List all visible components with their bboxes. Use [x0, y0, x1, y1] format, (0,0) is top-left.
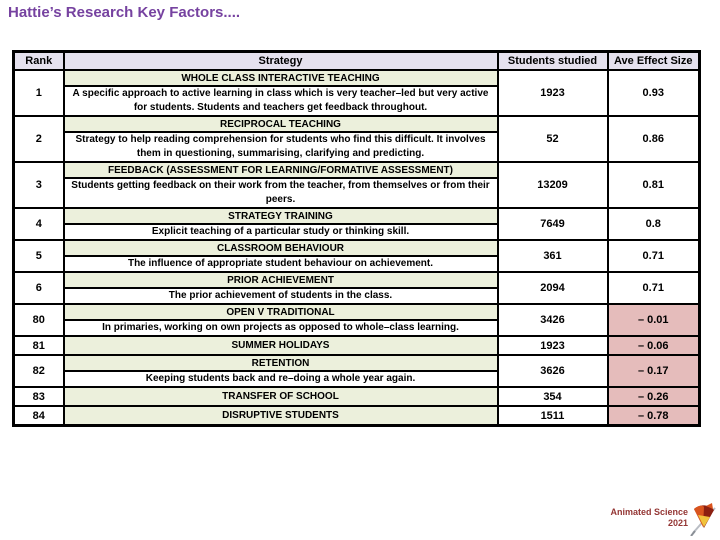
effect-cell: 0.86 [606, 115, 701, 163]
rank-cell: 2 [12, 115, 65, 163]
column-header-effect: Ave Effect Size [606, 50, 701, 71]
strategy-name-cell: FEEDBACK (ASSESSMENT FOR LEARNING/FORMAT… [62, 161, 499, 179]
rank-cell: 81 [12, 335, 65, 356]
students-cell: 1923 [496, 335, 609, 356]
effect-cell: – 0.01 [606, 303, 701, 337]
effect-cell: – 0.06 [606, 335, 701, 356]
table-row: 4 STRATEGY TRAINING 7649 0.8 [12, 207, 701, 241]
effect-cell: – 0.17 [606, 354, 701, 388]
table-row-description: Students getting feedback on their work … [14, 177, 700, 209]
table-row: 3 FEEDBACK (ASSESSMENT FOR LEARNING/FORMA… [12, 161, 701, 209]
table-row-description: Keeping students back and re–doing a who… [14, 370, 700, 388]
table-row-description: Explicit teaching of a particular study … [14, 223, 700, 241]
table-row: 2 RECIPROCAL TEACHING 52 0.86 [12, 115, 701, 163]
rank-cell: 1 [12, 69, 65, 117]
strategy-description-cell: The prior achievement of students in the… [62, 287, 499, 305]
factors-table-body: 1 WHOLE CLASS INTERACTIVE TEACHING 1923 0.9… [12, 69, 701, 427]
effect-cell: 0.8 [606, 207, 701, 241]
strategy-name-cell: DISRUPTIVE STUDENTS [62, 405, 499, 427]
students-cell: 1923 [496, 69, 609, 117]
strategy-name-cell: RETENTION [62, 354, 499, 372]
strategy-name-cell: OPEN V TRADITIONAL [62, 303, 499, 321]
students-cell: 1511 [496, 405, 609, 427]
rank-cell: 6 [12, 271, 65, 305]
table-row: 1 WHOLE CLASS INTERACTIVE TEACHING 1923 0.9… [12, 69, 701, 117]
strategy-name-cell: TRANSFER OF SCHOOL [62, 386, 499, 407]
table-row: 83 TRANSFER OF SCHOOL 354– 0.26 [12, 386, 701, 407]
strategy-name-cell: STRATEGY TRAINING [62, 207, 499, 225]
strategy-name-cell: SUMMER HOLIDAYS [62, 335, 499, 356]
students-cell: 3426 [496, 303, 609, 337]
footer-credit: Animated Science 2021 [610, 500, 717, 536]
footer-text: Animated Science 2021 [610, 507, 688, 529]
rank-cell: 5 [12, 239, 65, 273]
column-header-strategy: Strategy [62, 50, 499, 71]
column-header-students: Students studied [496, 50, 609, 71]
effect-cell: 0.93 [606, 69, 701, 117]
students-cell: 13209 [496, 161, 609, 209]
effect-cell: – 0.78 [606, 405, 701, 427]
strategy-name-cell: CLASSROOM BEHAVIOUR [62, 239, 499, 257]
rank-cell: 83 [12, 386, 65, 407]
table-row: 80 OPEN V TRADITIONAL 3426– 0.01 [12, 303, 701, 337]
students-cell: 354 [496, 386, 609, 407]
footer-line1: Animated Science [610, 507, 688, 517]
strategy-name-cell: PRIOR ACHIEVEMENT [62, 271, 499, 289]
table-row-description: The influence of appropriate student beh… [14, 255, 700, 273]
table-row: 82 RETENTION 3626– 0.17 [12, 354, 701, 388]
table-row-description: Strategy to help reading comprehension f… [14, 131, 700, 163]
rank-cell: 82 [12, 354, 65, 388]
effect-cell: 0.81 [606, 161, 701, 209]
column-header-rank: Rank [12, 50, 65, 71]
page-title: Hattie’s Research Key Factors.... [8, 4, 241, 21]
table-row: 84 DISRUPTIVE STUDENTS 1511– 0.78 [12, 405, 701, 427]
footer-line2: 2021 [667, 518, 688, 528]
table-row-description: In primaries, working on own projects as… [14, 319, 700, 337]
table-row: 5 CLASSROOM BEHAVIOUR 361 0.71 [12, 239, 701, 273]
table-row: 81 SUMMER HOLIDAYS 1923– 0.06 [12, 335, 701, 356]
strategy-description-cell: Keeping students back and re–doing a who… [62, 370, 499, 388]
students-cell: 2094 [496, 271, 609, 305]
strategy-description-cell: Strategy to help reading comprehension f… [62, 131, 499, 163]
effect-cell: 0.71 [606, 271, 701, 305]
strategy-name-cell: RECIPROCAL TEACHING [62, 115, 499, 133]
students-cell: 52 [496, 115, 609, 163]
rank-cell: 3 [12, 161, 65, 209]
rank-cell: 80 [12, 303, 65, 337]
strategy-description-cell: In primaries, working on own projects as… [62, 319, 499, 337]
table-header-row: Rank Strategy Students studied Ave Effect S… [12, 50, 701, 71]
rank-cell: 4 [12, 207, 65, 241]
table-row-description: A specific approach to active learning i… [14, 85, 700, 117]
strategy-description-cell: Explicit teaching of a particular study … [62, 223, 499, 241]
effect-cell: 0.71 [606, 239, 701, 273]
strategy-description-cell: Students getting feedback on their work … [62, 177, 499, 209]
students-cell: 361 [496, 239, 609, 273]
rank-cell: 84 [12, 405, 65, 427]
factors-table: Rank Strategy Students studied Ave Effect S… [12, 50, 701, 427]
students-cell: 7649 [496, 207, 609, 241]
animated-science-logo-icon [690, 503, 716, 536]
students-cell: 3626 [496, 354, 609, 388]
strategy-description-cell: The influence of appropriate student beh… [62, 255, 499, 273]
effect-cell: – 0.26 [606, 386, 701, 407]
strategy-description-cell: A specific approach to active learning i… [62, 85, 499, 117]
table-row-description: The prior achievement of students in the… [14, 287, 700, 305]
table-row: 6 PRIOR ACHIEVEMENT 2094 0.71 [12, 271, 701, 305]
strategy-name-cell: WHOLE CLASS INTERACTIVE TEACHING [62, 69, 499, 87]
